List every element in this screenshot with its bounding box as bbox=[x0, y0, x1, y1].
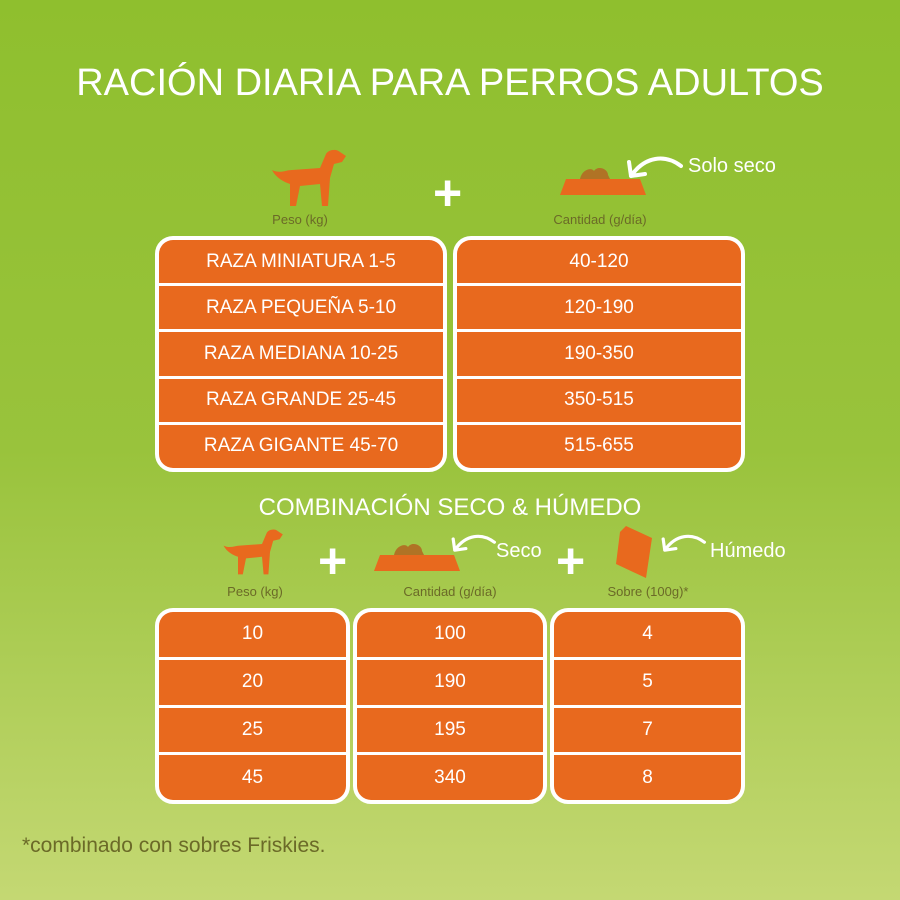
solo-seco-note: Solo seco bbox=[688, 155, 776, 177]
breed-cell: RAZA MEDIANA 10-25 bbox=[203, 343, 399, 364]
breed-cell: RAZA GIGANTE 45-70 bbox=[203, 435, 399, 457]
table-row: RAZA MINIATURA 1-5 bbox=[159, 240, 443, 284]
weight-cell: 45 bbox=[241, 766, 264, 788]
amount-table: 40-120 120-190 190-350 350-515 515-655 bbox=[453, 236, 745, 472]
table-row: 350-515 bbox=[457, 378, 741, 422]
amount-cell: 515-655 bbox=[564, 435, 634, 457]
table-row: 7 bbox=[554, 707, 741, 753]
weight-cell: 20 bbox=[241, 671, 264, 693]
plus-icon: + bbox=[556, 533, 586, 589]
amount-label: Cantidad (g/día) bbox=[553, 212, 647, 227]
page-title: RACIÓN DIARIA PARA PERROS ADULTOS bbox=[76, 62, 824, 104]
table-row: 4 bbox=[554, 612, 741, 657]
plus-icon: + bbox=[318, 533, 348, 589]
table-row: 25 bbox=[159, 707, 346, 753]
table-row: RAZA GRANDE 25-45 bbox=[159, 378, 443, 422]
amount-cell: 190-350 bbox=[564, 343, 634, 364]
dog-icon bbox=[223, 529, 283, 575]
table-row: RAZA PEQUEÑA 5-10 bbox=[159, 286, 443, 330]
pouch-table: 4 5 7 8 bbox=[550, 608, 745, 804]
pouch-cell: 5 bbox=[642, 671, 653, 693]
weight-label: Peso (kg) bbox=[272, 212, 328, 227]
food-bowl-icon bbox=[374, 544, 460, 571]
table-row: 195 bbox=[357, 707, 543, 753]
amount-cell: 100 bbox=[434, 623, 466, 645]
food-pouch-icon bbox=[616, 526, 652, 578]
pouch-cell: 4 bbox=[642, 623, 653, 645]
dry-amount-table: 100 190 195 340 bbox=[353, 608, 547, 804]
weight-label: Peso (kg) bbox=[227, 584, 283, 599]
arrow-icon bbox=[627, 156, 683, 178]
table-row: 100 bbox=[357, 612, 543, 657]
table-row: 5 bbox=[554, 659, 741, 705]
footnote: *combinado con sobres Friskies. bbox=[22, 834, 326, 857]
weight-cell: 25 bbox=[241, 718, 264, 740]
breed-cell: RAZA MINIATURA 1-5 bbox=[206, 250, 396, 272]
breed-table: RAZA MINIATURA 1-5 RAZA PEQUEÑA 5-10 RAZ… bbox=[155, 236, 447, 472]
plus-icon: + bbox=[433, 165, 463, 221]
table-row: 190-350 bbox=[457, 332, 741, 376]
amount-label: Cantidad (g/día) bbox=[403, 584, 497, 599]
food-bowl-icon bbox=[560, 168, 646, 195]
amount-cell: 340 bbox=[434, 766, 466, 788]
breed-cell: RAZA PEQUEÑA 5-10 bbox=[205, 296, 397, 318]
table-row: RAZA GIGANTE 45-70 bbox=[159, 424, 443, 468]
arrow-icon bbox=[661, 534, 706, 552]
pouch-cell: 7 bbox=[642, 718, 653, 740]
table-row: 40-120 bbox=[457, 240, 741, 284]
amount-cell: 120-190 bbox=[564, 296, 634, 318]
table-row: 45 bbox=[159, 755, 346, 800]
amount-cell: 190 bbox=[434, 671, 466, 693]
pouch-label: Sobre (100g)* bbox=[607, 584, 689, 599]
amount-cell: 40-120 bbox=[569, 250, 629, 272]
table-row: 8 bbox=[554, 755, 741, 800]
table-row: RAZA MEDIANA 10-25 bbox=[159, 332, 443, 376]
humedo-note: Húmedo bbox=[710, 540, 786, 562]
table-row: 120-190 bbox=[457, 286, 741, 330]
amount-cell: 195 bbox=[434, 718, 466, 740]
dog-icon bbox=[272, 149, 346, 206]
table-row: 10 bbox=[159, 612, 346, 657]
pouch-cell: 8 bbox=[642, 766, 653, 788]
breed-cell: RAZA GRANDE 25-45 bbox=[205, 389, 397, 411]
table-row: 20 bbox=[159, 659, 346, 705]
table-row: 515-655 bbox=[457, 424, 741, 468]
section-title: COMBINACIÓN SECO & HÚMEDO bbox=[258, 494, 642, 521]
amount-cell: 350-515 bbox=[564, 389, 634, 411]
arrow-icon bbox=[451, 534, 496, 552]
weight-cell: 10 bbox=[241, 623, 264, 645]
seco-note: Seco bbox=[496, 540, 542, 562]
table-row: 340 bbox=[357, 755, 543, 800]
table-row: 190 bbox=[357, 659, 543, 705]
weight-table: 10 20 25 45 bbox=[155, 608, 350, 804]
